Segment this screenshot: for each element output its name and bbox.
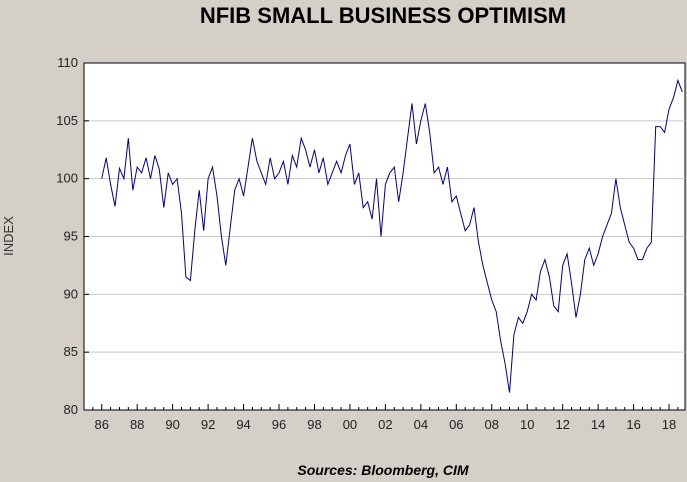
x-tick-label: 18 bbox=[662, 417, 676, 432]
y-axis: 80 85 90 95 100 105 110 bbox=[56, 55, 89, 417]
x-tick-label: 00 bbox=[343, 417, 357, 432]
x-tick-label: 94 bbox=[236, 417, 250, 432]
x-tick-label: 10 bbox=[520, 417, 534, 432]
x-tick-label: 92 bbox=[201, 417, 215, 432]
x-tick-label: 90 bbox=[165, 417, 179, 432]
y-tick-label: 110 bbox=[57, 55, 78, 70]
y-tick-label: 95 bbox=[64, 229, 78, 244]
y-tick-label: 105 bbox=[56, 113, 78, 128]
series-line bbox=[101, 78, 683, 393]
y-axis-label: INDEX bbox=[1, 216, 16, 256]
x-tick-label: 14 bbox=[591, 417, 605, 432]
x-tick-label: 06 bbox=[449, 417, 463, 432]
x-tick-label: 86 bbox=[94, 417, 108, 432]
x-tick-label: 08 bbox=[485, 417, 499, 432]
y-tick-label: 85 bbox=[64, 344, 78, 359]
gridlines bbox=[84, 120, 685, 353]
x-tick-label: 96 bbox=[272, 417, 286, 432]
x-tick-label: 12 bbox=[555, 417, 569, 432]
x-axis: 86 88 90 92 94 96 98 00 02 04 06 08 10 12 14 16 18 bbox=[83, 404, 679, 432]
x-tick-label: 02 bbox=[378, 417, 392, 432]
source-note: Sources: Bloomberg, CIM bbox=[297, 462, 468, 478]
y-tick-label: 90 bbox=[64, 286, 78, 301]
y-tick-label: 100 bbox=[56, 171, 78, 186]
x-tick-label: 88 bbox=[130, 417, 144, 432]
x-tick-label: 16 bbox=[626, 417, 640, 432]
chart-title: NFIB SMALL BUSINESS OPTIMISM bbox=[200, 3, 566, 28]
y-tick-label: 80 bbox=[64, 402, 78, 417]
x-tick-label: 04 bbox=[414, 417, 428, 432]
x-tick-label: 98 bbox=[307, 417, 321, 432]
